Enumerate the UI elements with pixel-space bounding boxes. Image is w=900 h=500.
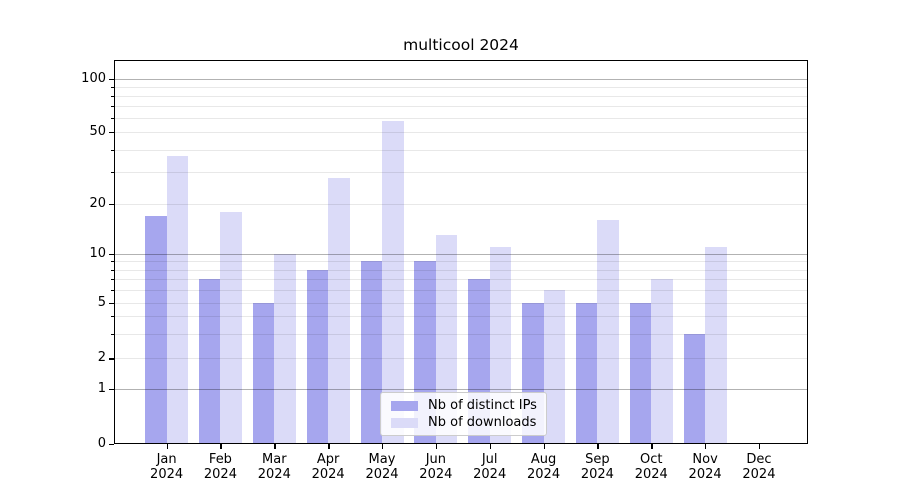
y-minor-tick-6 (111, 289, 114, 291)
x-tick-label-sep: Sep 2024 (580, 452, 614, 482)
bar-downloads-oct (651, 279, 673, 444)
x-tick-label-feb: Feb 2024 (203, 452, 237, 482)
y-tick-label-50: 50 (89, 124, 106, 139)
y-tick-label-100: 100 (81, 71, 106, 86)
x-tick-label-jun: Jun 2024 (419, 452, 453, 482)
gridline-80 (115, 96, 807, 98)
legend-swatch-downloads (391, 417, 418, 428)
y-tick-label-10: 10 (89, 246, 106, 261)
y-minor-tick-3 (111, 333, 114, 335)
legend-swatch-distinct-ips (391, 400, 418, 411)
legend-label-downloads: Nb of downloads (428, 415, 537, 430)
y-minor-tick-80 (111, 96, 114, 98)
gridline-2 (115, 358, 807, 360)
y-minor-tick-30 (111, 172, 114, 174)
y-minor-tick-4 (111, 316, 114, 318)
bar-ips-nov (683, 333, 706, 444)
x-tick-label-oct: Oct 2024 (634, 452, 668, 482)
bar-downloads-apr (328, 177, 350, 444)
x-tick-feb (220, 444, 222, 449)
gridline-4 (115, 316, 807, 318)
gridline-8 (115, 269, 807, 271)
gridline-9 (115, 261, 807, 263)
bar-downloads-nov (705, 247, 727, 444)
bar-ips-oct (629, 302, 652, 444)
y-tick-label-2: 2 (97, 350, 106, 366)
bar-downloads-feb (220, 211, 242, 444)
y-minor-tick-90 (111, 87, 114, 89)
x-tick-jan (166, 444, 168, 449)
x-tick-label-jul: Jul 2024 (473, 452, 507, 482)
x-tick-jul (489, 444, 492, 449)
y-tick-100 (109, 79, 114, 81)
x-tick-label-apr: Apr 2024 (311, 452, 345, 482)
x-tick-nov (705, 444, 707, 449)
bar-ips-apr (306, 269, 329, 444)
y-minor-tick-40 (111, 149, 114, 151)
bar-ips-mar (252, 302, 275, 444)
bar-ips-may (360, 261, 382, 444)
gridline-1 (115, 388, 807, 390)
legend: Nb of distinct IPs Nb of downloads (380, 392, 547, 436)
gridline-60 (115, 118, 807, 120)
y-tick-label-20: 20 (89, 196, 106, 211)
y-tick-10 (109, 254, 114, 256)
legend-item-distinct-ips: Nb of distinct IPs (391, 397, 546, 414)
y-tick-label-1: 1 (97, 380, 106, 396)
legend-label-distinct-ips: Nb of distinct IPs (428, 398, 537, 413)
x-tick-oct (651, 444, 653, 449)
y-minor-tick-9 (111, 261, 114, 263)
x-tick-mar (274, 444, 276, 449)
y-tick-0 (109, 443, 114, 445)
y-tick-50 (109, 132, 114, 134)
y-tick-label-5: 5 (97, 294, 106, 310)
bar-downloads-mar (274, 254, 296, 444)
y-minor-tick-60 (111, 118, 114, 120)
y-minor-tick-70 (111, 106, 114, 108)
chart-title: multicool 2024 (403, 36, 519, 54)
gridline-20 (115, 204, 807, 205)
gridline-5 (115, 302, 807, 304)
y-minor-tick-8 (111, 269, 114, 271)
bar-downloads-aug (543, 289, 566, 444)
gridline-30 (115, 172, 807, 174)
gridline-90 (115, 87, 807, 89)
gridline-100 (115, 79, 807, 80)
y-tick-5 (109, 302, 114, 305)
x-tick-jun (435, 444, 438, 449)
x-tick-label-may: May 2024 (365, 452, 399, 482)
x-tick-apr (328, 444, 330, 449)
x-tick-label-nov: Nov 2024 (688, 452, 722, 482)
gridline-50 (115, 132, 807, 133)
legend-item-downloads: Nb of downloads (391, 414, 546, 431)
gridline-7 (115, 279, 807, 281)
x-tick-label-aug: Aug 2024 (527, 452, 561, 482)
y-tick-20 (109, 204, 114, 206)
x-tick-may (382, 444, 384, 449)
gridline-10 (115, 254, 807, 255)
bar-ips-sep (575, 302, 598, 444)
gridline-40 (115, 149, 807, 151)
bar-downloads-may (382, 120, 404, 444)
x-tick-label-mar: Mar 2024 (257, 452, 291, 482)
bar-ips-jan (145, 215, 167, 444)
gridline-6 (115, 289, 807, 291)
y-tick-1 (109, 388, 114, 391)
x-tick-label-jan: Jan 2024 (150, 452, 184, 482)
gridline-70 (115, 106, 807, 108)
x-tick-aug (543, 444, 545, 449)
bar-downloads-sep (597, 220, 619, 444)
x-tick-sep (597, 444, 599, 449)
bar-ips-feb (198, 279, 221, 444)
x-tick-dec (758, 444, 761, 449)
y-tick-label-0: 0 (97, 435, 106, 451)
gridline-3 (115, 333, 807, 335)
y-tick-2 (109, 358, 114, 360)
bar-downloads-jan (166, 155, 189, 444)
y-minor-tick-7 (111, 279, 114, 281)
x-tick-label-dec: Dec 2024 (742, 452, 776, 482)
bar-downloads-jun (435, 235, 458, 444)
